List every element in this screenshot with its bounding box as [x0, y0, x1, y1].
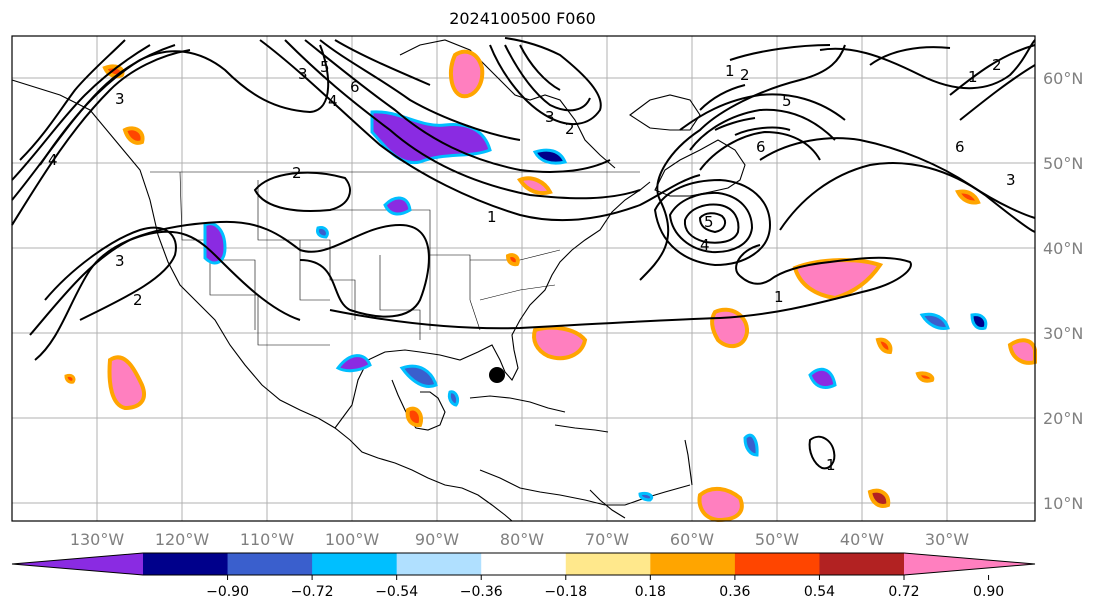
contour-label: 6 — [955, 138, 965, 156]
contour-label: 3 — [115, 252, 125, 270]
lon-label: 120°W — [155, 530, 210, 549]
lat-label: 60°N — [1043, 69, 1083, 88]
lon-label: 110°W — [240, 530, 295, 549]
contour-label: 5 — [320, 58, 330, 76]
colorbar-tick-label: −0.36 — [460, 584, 503, 600]
colorbar-extend-high — [904, 553, 1035, 575]
contour-label: 1 — [774, 288, 784, 306]
lon-label: 100°W — [325, 530, 380, 549]
colorbar-segment — [565, 553, 651, 575]
colorbar-segment — [396, 553, 482, 575]
lat-label: 20°N — [1043, 409, 1083, 428]
shaded-positive-regions — [64, 49, 1037, 523]
colorbar-tick-label: −0.72 — [291, 584, 334, 600]
contour-label: 2 — [992, 56, 1002, 74]
lat-label: 10°N — [1043, 494, 1083, 513]
map-title: 2024100500 F060 — [449, 9, 596, 28]
lon-label: 130°W — [70, 530, 125, 549]
longitude-labels: 130°W 120°W 110°W 100°W 90°W 80°W 70°W 6… — [70, 530, 969, 549]
contour-label: 5 — [782, 92, 792, 110]
latitude-labels: 60°N 50°N 40°N 30°N 20°N 10°N — [1043, 69, 1083, 513]
contour-label: 2 — [740, 66, 750, 84]
contour-label: 5 — [704, 213, 714, 231]
colorbar: −0.90 −0.72 −0.54 −0.36 −0.18 0.18 0.36 0.54 0.7… — [11, 552, 1036, 600]
colorbar-tick-label: 0.18 — [635, 584, 666, 600]
lon-label: 90°W — [415, 530, 459, 549]
contour-label: 1 — [968, 68, 978, 86]
lat-label: 30°N — [1043, 324, 1083, 343]
contour-label: 4 — [48, 151, 58, 169]
lat-label: 40°N — [1043, 239, 1083, 258]
map-frame — [11, 35, 1036, 522]
lon-label: 40°W — [840, 530, 884, 549]
colorbar-tick-label: 0.72 — [888, 584, 919, 600]
colorbar-tick-label: 0.54 — [804, 584, 835, 600]
shaded-negative-regions — [203, 110, 988, 502]
contour-label: 4 — [328, 92, 338, 110]
contour-label: 3 — [545, 108, 555, 126]
colorbar-outline — [11, 552, 1036, 576]
lon-label: 30°W — [925, 530, 969, 549]
lat-label: 50°N — [1043, 154, 1083, 173]
contour-lines — [11, 37, 1036, 470]
colorbar-segment — [312, 553, 398, 575]
colorbar-tick-label: −0.90 — [206, 584, 249, 600]
lon-label: 60°W — [670, 530, 714, 549]
contour-label: 6 — [350, 78, 360, 96]
colorbar-segment — [143, 553, 229, 575]
colorbar-tick-label: −0.18 — [544, 584, 587, 600]
contour-label: 3 — [115, 90, 125, 108]
storm-position-dot — [489, 367, 505, 383]
colorbar-segment — [734, 553, 820, 575]
colorbar-tick-label: 0.36 — [719, 584, 750, 600]
contour-label: 1 — [826, 456, 836, 474]
lon-label: 50°W — [755, 530, 799, 549]
contour-label: 1 — [487, 208, 497, 226]
colorbar-segment — [650, 553, 736, 575]
lon-label: 70°W — [585, 530, 629, 549]
contour-label: 3 — [1006, 171, 1016, 189]
colorbar-segment — [819, 553, 905, 575]
colorbar-tick-label: 0.90 — [973, 584, 1004, 600]
contour-label: 2 — [565, 120, 575, 138]
contour-label-group: 2 2 3 1 1 2 1 2 3 5 6 6 4 5 3 5 4 6 3 4 … — [48, 56, 1016, 474]
contour-label: 1 — [725, 62, 735, 80]
contour-label: 6 — [756, 138, 766, 156]
colorbar-extend-low — [12, 553, 143, 575]
contour-label: 2 — [133, 291, 143, 309]
colorbar-segment — [481, 553, 567, 575]
colorbar-segment — [227, 553, 313, 575]
contour-label: 4 — [700, 236, 710, 254]
contour-label: 3 — [298, 65, 308, 83]
colorbar-tick-label: −0.54 — [375, 584, 418, 600]
contour-label: 2 — [292, 164, 302, 182]
lon-label: 80°W — [500, 530, 544, 549]
